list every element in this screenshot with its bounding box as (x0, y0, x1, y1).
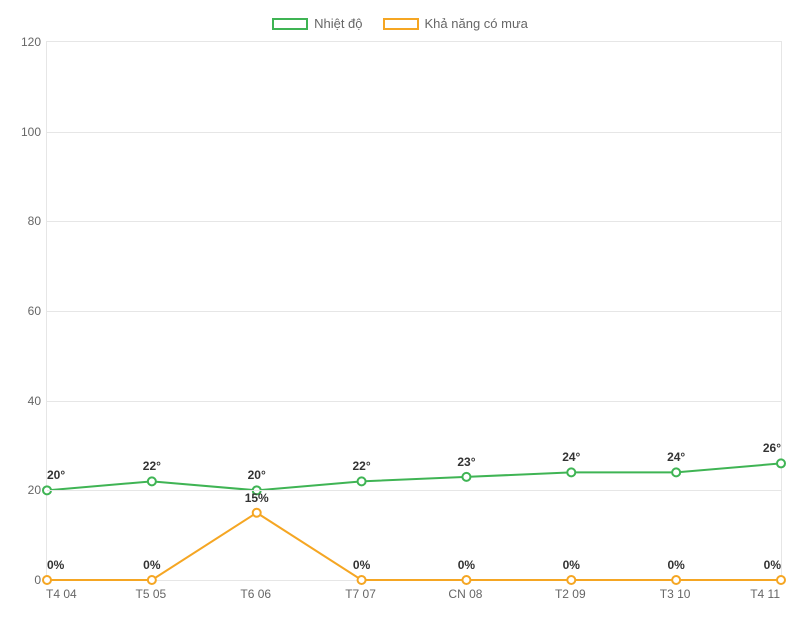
data-point-label: 0% (764, 558, 781, 572)
data-point-label: 0% (353, 558, 370, 572)
x-axis-tick-label: T4 04 (46, 587, 77, 601)
data-point-label: 22° (352, 459, 370, 473)
gridline (47, 221, 781, 222)
x-axis-labels: T4 04 T5 05 T6 06 T7 07 CN 08 T2 09 T3 10 T4 11 (46, 581, 782, 605)
legend-item-rain[interactable]: Khả năng có mưa (383, 16, 528, 31)
legend-label: Nhiệt độ (314, 16, 362, 31)
y-axis-tick-label: 120 (13, 35, 41, 49)
gridline (47, 490, 781, 491)
x-axis-tick-label: T4 11 (750, 587, 780, 601)
y-axis-tick-label: 20 (13, 483, 41, 497)
data-point-label: 20° (47, 468, 65, 482)
data-point[interactable] (358, 477, 366, 485)
data-point-label: 0% (143, 558, 160, 572)
data-point[interactable] (253, 509, 261, 517)
data-point-label: 26° (763, 441, 781, 455)
y-axis-tick-label: 40 (13, 394, 41, 408)
y-axis-tick-label: 100 (13, 125, 41, 139)
x-axis-tick-label: T3 10 (660, 587, 691, 601)
weather-chart: Nhiệt độ Khả năng có mưa 0 20 40 60 80 100 120… (10, 10, 790, 621)
legend-swatch (383, 18, 419, 30)
data-point-label: 24° (562, 450, 580, 464)
x-axis-tick-label: T5 05 (136, 587, 167, 601)
chart-legend: Nhiệt độ Khả năng có mưa (10, 10, 790, 41)
x-axis-tick-label: T2 09 (555, 587, 586, 601)
data-point-label: 23° (457, 455, 475, 469)
data-point-label: 20° (248, 468, 266, 482)
data-point-label: 24° (667, 450, 685, 464)
y-axis-tick-label: 0 (13, 573, 41, 587)
data-point-label: 0% (667, 558, 684, 572)
gridline (47, 132, 781, 133)
data-point[interactable] (567, 468, 575, 476)
data-point-label: 0% (563, 558, 580, 572)
data-point[interactable] (462, 473, 470, 481)
data-point[interactable] (777, 459, 785, 467)
data-point-label: 0% (458, 558, 475, 572)
gridline (47, 311, 781, 312)
data-point-label: 22° (143, 459, 161, 473)
plot-area: 02040608010012020°22°20°22°23°24°24°26°0… (46, 41, 782, 581)
x-axis-tick-label: T6 06 (240, 587, 271, 601)
legend-label: Khả năng có mưa (425, 16, 528, 31)
data-point-label: 0% (47, 558, 64, 572)
data-point-label: 15% (245, 491, 269, 505)
y-axis-tick-label: 60 (13, 304, 41, 318)
y-axis-tick-label: 80 (13, 214, 41, 228)
legend-swatch (272, 18, 308, 30)
data-point[interactable] (148, 477, 156, 485)
data-point[interactable] (672, 468, 680, 476)
x-axis-tick-label: T7 07 (345, 587, 376, 601)
x-axis-tick-label: CN 08 (448, 587, 482, 601)
gridline (47, 401, 781, 402)
legend-item-temperature[interactable]: Nhiệt độ (272, 16, 362, 31)
